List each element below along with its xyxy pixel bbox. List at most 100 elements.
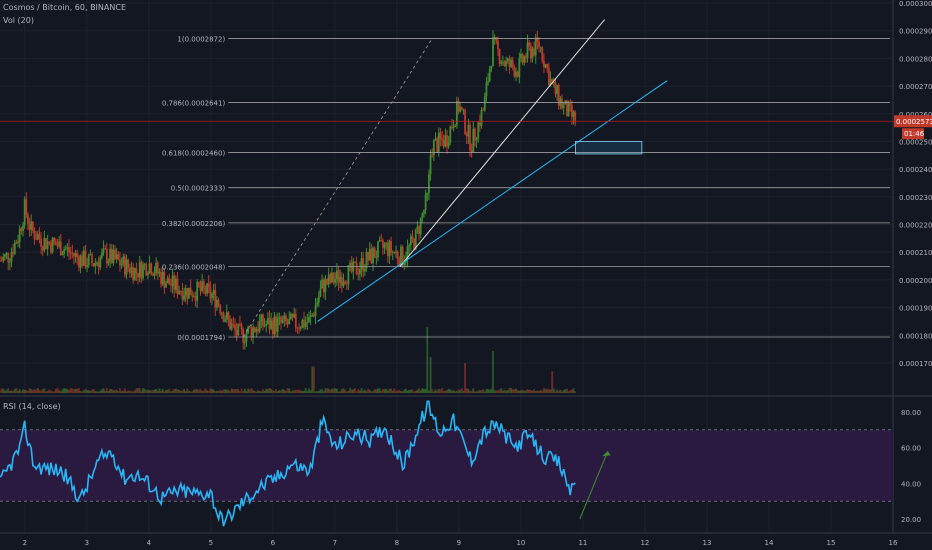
candle-body	[155, 262, 158, 274]
candle-body	[314, 305, 317, 317]
candle-body	[271, 320, 274, 335]
candle-body	[204, 287, 207, 294]
volume-bar	[544, 389, 547, 393]
volume-bar	[79, 390, 82, 393]
volume-bar	[288, 388, 291, 393]
countdown-value: 01:46	[904, 130, 925, 138]
volume-bar	[524, 390, 527, 393]
fib-level-label: 0.236(0.0002048)	[162, 264, 226, 272]
volume-bar	[265, 388, 268, 393]
candle-body	[247, 326, 250, 334]
candle-body	[102, 248, 105, 253]
volume-bar	[498, 389, 501, 393]
candle-body	[191, 295, 194, 297]
countdown-tag	[902, 128, 924, 140]
candle-body	[58, 241, 61, 247]
candle-body	[426, 192, 429, 195]
candle-body	[523, 56, 526, 63]
volume-bar	[258, 391, 261, 393]
volume-bar	[86, 390, 88, 393]
candle-body	[266, 318, 269, 325]
candle-body	[373, 248, 376, 258]
candle-body	[163, 271, 166, 288]
volume-bar	[91, 389, 93, 393]
candle-body	[56, 245, 59, 247]
volume-bar	[511, 389, 514, 393]
volume-bar	[426, 327, 429, 393]
volume-bar	[306, 391, 309, 393]
candle-body	[372, 248, 374, 264]
candle-body	[250, 327, 253, 338]
candle-body	[133, 268, 136, 281]
volume-bar	[173, 389, 176, 393]
volume-bar	[363, 389, 366, 393]
candle-body	[460, 107, 463, 110]
volume-bar	[339, 391, 342, 393]
volume-bar	[321, 389, 324, 393]
volume-bar	[153, 389, 156, 393]
volume-bar	[447, 388, 450, 393]
candle-body	[475, 138, 478, 141]
candle-body	[437, 132, 440, 152]
candle-body	[40, 238, 42, 247]
volume-bar	[298, 389, 300, 393]
volume-bar	[196, 389, 199, 393]
volume-bar	[204, 388, 207, 393]
candle-body	[239, 323, 241, 325]
candle-body	[457, 100, 460, 112]
volume-bar	[452, 390, 455, 393]
time-tick-label: 8	[395, 539, 399, 547]
candle-body	[10, 252, 13, 262]
volume-bar	[409, 389, 412, 393]
volume-bar	[81, 391, 84, 393]
candle-body	[354, 261, 356, 264]
candle-body	[500, 62, 503, 64]
volume-bar	[163, 391, 166, 393]
candle-body	[17, 242, 19, 244]
rsi-axis: 80.00 60.00 40.00 20.00	[901, 409, 921, 524]
candle-body	[574, 111, 577, 123]
candle-body	[150, 263, 153, 275]
candle-body	[449, 126, 452, 143]
candle-body	[546, 64, 549, 69]
volume-bar	[551, 371, 554, 393]
volume-bar	[30, 389, 33, 393]
time-tick-label: 14	[765, 539, 774, 547]
volume-bar	[531, 390, 534, 393]
volume-bar	[160, 390, 162, 393]
volume-bar	[411, 389, 414, 393]
volume-bar	[342, 388, 345, 393]
candle-body	[497, 40, 499, 49]
candle-body	[81, 255, 84, 266]
volume-bar	[186, 388, 189, 393]
volume-bar	[423, 388, 425, 393]
volume-bar	[329, 390, 332, 393]
candle-body	[235, 330, 238, 336]
volume-bar	[59, 391, 62, 393]
candle-body	[442, 139, 445, 147]
volume-bar	[572, 388, 575, 393]
volume-bar	[432, 391, 435, 393]
candle-body	[257, 328, 259, 332]
candle-body	[538, 41, 540, 48]
candle-body	[467, 124, 470, 137]
candle-body	[326, 278, 328, 285]
volume-bar	[28, 388, 31, 393]
candle-body	[12, 252, 15, 254]
volume-bar	[354, 388, 356, 393]
candle-body	[23, 199, 26, 226]
volume-bar	[255, 391, 258, 393]
candle-body	[283, 315, 286, 320]
volume-bar	[69, 388, 72, 393]
volume-bar	[380, 390, 383, 393]
volume-bar	[266, 388, 269, 393]
volume-bar	[13, 388, 16, 393]
candle-body	[43, 238, 46, 251]
candle-body	[174, 278, 177, 290]
candle-body	[71, 252, 74, 254]
volume-bar	[20, 391, 23, 393]
volume-bar	[352, 389, 355, 393]
